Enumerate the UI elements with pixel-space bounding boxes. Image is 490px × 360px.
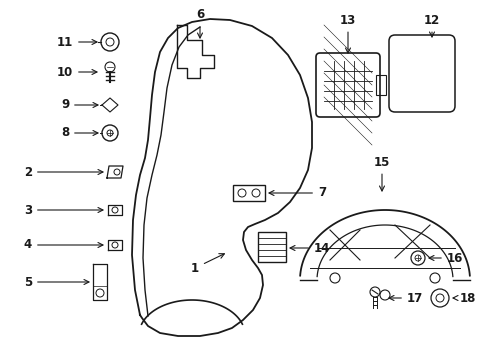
Text: 14: 14 bbox=[290, 242, 330, 255]
Text: 12: 12 bbox=[424, 13, 440, 37]
Text: 9: 9 bbox=[61, 99, 98, 112]
Text: 8: 8 bbox=[61, 126, 98, 139]
Text: 4: 4 bbox=[24, 238, 103, 252]
Bar bbox=[233, 185, 265, 201]
Text: 15: 15 bbox=[374, 156, 390, 191]
Text: 17: 17 bbox=[389, 292, 423, 305]
Text: 18: 18 bbox=[453, 292, 476, 305]
Text: 7: 7 bbox=[269, 186, 326, 199]
Text: 2: 2 bbox=[24, 166, 103, 179]
Text: 16: 16 bbox=[429, 252, 463, 265]
Text: 6: 6 bbox=[196, 9, 204, 38]
Text: 13: 13 bbox=[340, 13, 356, 53]
Text: 10: 10 bbox=[57, 66, 97, 78]
Text: 3: 3 bbox=[24, 203, 103, 216]
Bar bbox=[376, 75, 386, 95]
Text: 11: 11 bbox=[57, 36, 97, 49]
Text: 5: 5 bbox=[24, 275, 89, 288]
Text: 1: 1 bbox=[191, 254, 224, 274]
Bar bbox=[258, 232, 286, 262]
